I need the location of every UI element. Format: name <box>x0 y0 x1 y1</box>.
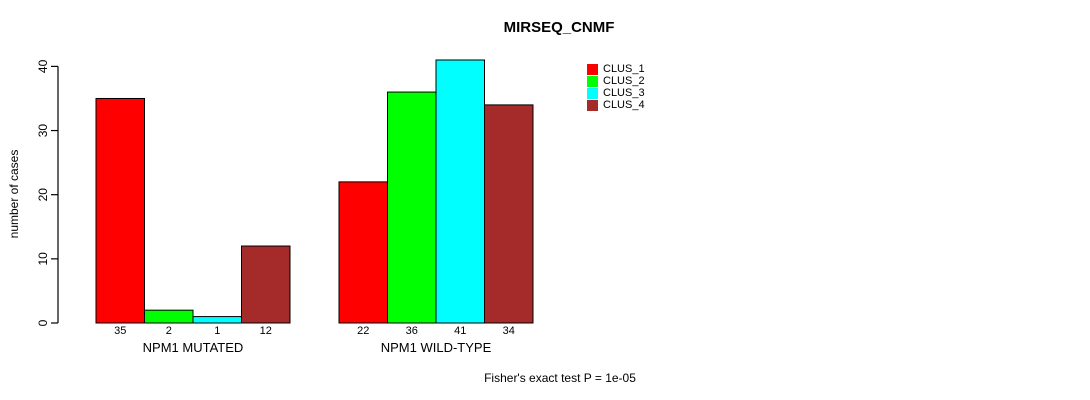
legend-label: CLUS_1 <box>603 63 645 75</box>
legend-label: CLUS_4 <box>603 99 645 111</box>
bar-clus_2-wild-type <box>387 91 437 324</box>
bar-clus_3-wild-type <box>435 59 485 324</box>
bar-value-label: 1 <box>214 325 220 337</box>
legend-item: CLUS_4 <box>587 99 645 111</box>
y-tick-label: 0 <box>36 319 50 326</box>
footnote: Fisher's exact test P = 1e-05 <box>484 371 636 385</box>
bar-value-label: 35 <box>114 325 126 337</box>
bar-value-label: 22 <box>357 325 369 337</box>
legend-item: CLUS_1 <box>587 63 645 75</box>
group-label: NPM1 WILD-TYPE <box>381 340 492 355</box>
bar-clus_4-mutated <box>241 245 291 324</box>
bar-clus_2-mutated <box>144 309 194 324</box>
bar-clus_4-wild-type <box>484 104 534 324</box>
bar-clus_1-wild-type <box>338 181 388 324</box>
legend-swatch-clus_1 <box>587 63 598 75</box>
bar-value-label: 36 <box>406 325 418 337</box>
legend-swatch-clus_3 <box>587 87 598 99</box>
bar-value-label: 2 <box>166 325 172 337</box>
legend: CLUS_1 CLUS_2 CLUS_3 CLUS_4 <box>587 63 645 111</box>
y-tick-label: 30 <box>36 124 50 138</box>
legend-label: CLUS_3 <box>603 87 645 99</box>
legend-item: CLUS_2 <box>587 75 645 87</box>
legend-item: CLUS_3 <box>587 87 645 99</box>
legend-swatch-clus_4 <box>587 99 598 111</box>
y-tick-label: 40 <box>36 59 50 73</box>
y-tick-label: 20 <box>36 188 50 202</box>
bar-clus_3-mutated <box>192 316 242 324</box>
bar-value-label: 12 <box>260 325 272 337</box>
group-label: NPM1 MUTATED <box>143 340 244 355</box>
y-tick-label: 10 <box>36 252 50 266</box>
legend-label: CLUS_2 <box>603 75 645 87</box>
chart-title: MIRSEQ_CNMF <box>503 19 615 36</box>
bar-value-label: 41 <box>454 325 466 337</box>
bar-clus_1-mutated <box>95 97 145 324</box>
legend-swatch-clus_2 <box>587 75 598 87</box>
bar-value-label: 34 <box>503 325 515 337</box>
